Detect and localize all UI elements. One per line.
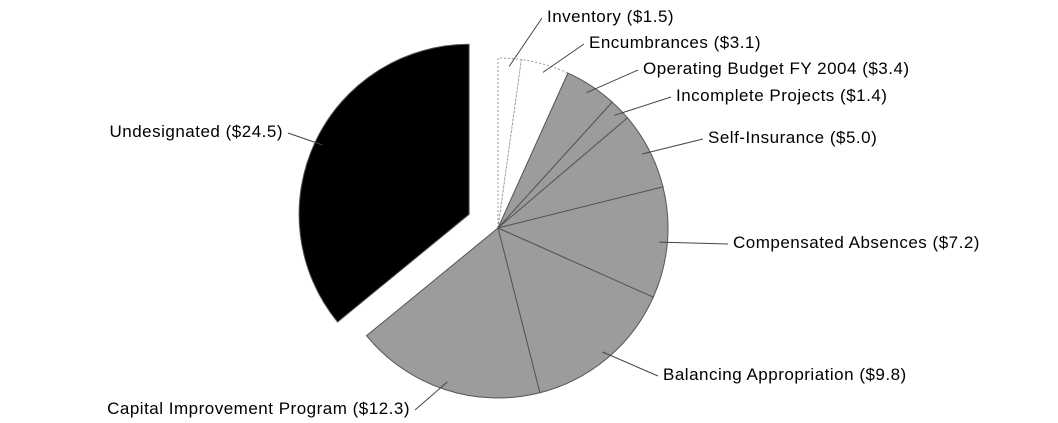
slice-label: Operating Budget FY 2004 ($3.4) xyxy=(643,59,910,78)
slice-value: ($9.8) xyxy=(859,365,906,384)
pie-slice xyxy=(365,227,541,399)
pie-slice xyxy=(497,227,654,394)
slice-label: Compensated Absences ($7.2) xyxy=(733,233,980,252)
slice-label: Incomplete Projects ($1.4) xyxy=(676,86,887,105)
slice-name: Encumbrances xyxy=(589,33,708,52)
leader-line xyxy=(287,132,323,146)
leader-line xyxy=(414,381,448,411)
slice-value: ($7.2) xyxy=(933,233,980,252)
slice-name: Self-Insurance xyxy=(708,128,825,147)
pie-slice xyxy=(497,59,569,229)
slice-value: ($1.4) xyxy=(840,86,887,105)
slice-label: Undesignated ($24.5) xyxy=(109,122,283,141)
slice-name: Balancing Appropriation xyxy=(663,365,854,384)
slice-value: ($3.1) xyxy=(714,33,761,52)
leader-line xyxy=(614,96,672,116)
leader-line xyxy=(542,43,585,73)
leader-line xyxy=(508,17,543,67)
slice-name: Incomplete Projects xyxy=(676,86,835,105)
slice-name: Capital Improvement Program xyxy=(107,399,347,418)
pie-slice xyxy=(298,43,470,323)
slice-label: Inventory ($1.5) xyxy=(547,7,674,26)
slice-value: ($3.4) xyxy=(862,59,909,78)
slice-name: Compensated Absences xyxy=(733,233,927,252)
leader-line xyxy=(659,241,729,245)
slice-name: Operating Budget FY 2004 xyxy=(643,59,857,78)
slice-label: Encumbrances ($3.1) xyxy=(589,33,761,52)
slice-name: Undesignated xyxy=(109,122,220,141)
slice-label: Self-Insurance ($5.0) xyxy=(708,128,877,147)
leader-line xyxy=(602,351,659,377)
slice-value: ($24.5) xyxy=(226,122,283,141)
slice-label: Capital Improvement Program ($12.3) xyxy=(107,399,410,418)
slice-value: ($1.5) xyxy=(627,7,674,26)
leader-line xyxy=(586,69,639,93)
slice-value: ($5.0) xyxy=(830,128,877,147)
slice-label: Balancing Appropriation ($9.8) xyxy=(663,365,907,384)
leader-line xyxy=(641,138,704,155)
slice-name: Inventory xyxy=(547,7,621,26)
slice-value: ($12.3) xyxy=(353,399,410,418)
